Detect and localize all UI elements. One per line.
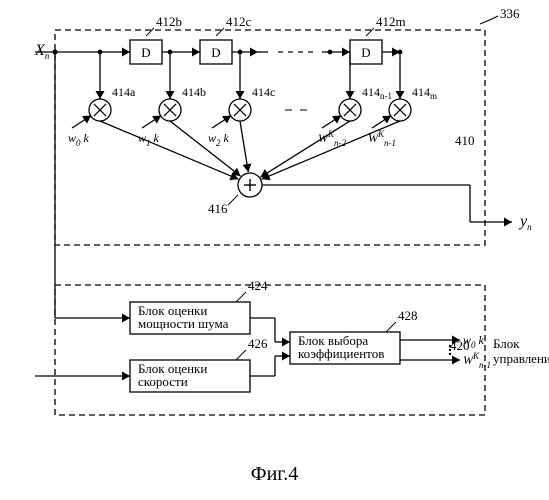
svg-text:412b: 412b (156, 14, 182, 29)
svg-text:WKn-1: WKn-1 (463, 351, 491, 370)
svg-text:414m: 414m (412, 85, 437, 101)
svg-text:D: D (211, 45, 220, 60)
svg-text:Блок: Блок (493, 336, 520, 351)
svg-text:424: 424 (248, 278, 268, 293)
svg-text:w0 k: w0 k (68, 131, 90, 148)
svg-text:D: D (141, 45, 150, 60)
svg-text:412c: 412c (226, 14, 252, 29)
svg-text:426: 426 (248, 336, 268, 351)
svg-text:412m: 412m (376, 14, 406, 29)
svg-text:WKn-1: WKn-1 (368, 129, 396, 148)
lower-box (55, 285, 485, 415)
svg-text:410: 410 (455, 133, 475, 148)
svg-text:414b: 414b (182, 85, 206, 99)
svg-text:416: 416 (208, 201, 228, 216)
svg-text:414c: 414c (252, 85, 275, 99)
svg-text:мощности шума: мощности шума (138, 316, 229, 331)
svg-text:414a: 414a (112, 85, 136, 99)
svg-text:yn: yn (518, 213, 532, 232)
svg-text:414n-1: 414n-1 (362, 85, 392, 101)
svg-text:w2 k: w2 k (208, 131, 230, 148)
svg-text:коэффициентов: коэффициентов (298, 346, 384, 361)
upper-box (55, 30, 485, 245)
svg-text:336: 336 (500, 6, 520, 21)
svg-text:скорости: скорости (138, 374, 188, 389)
svg-text:Фиг.4: Фиг.4 (251, 463, 298, 485)
svg-text:управления: управления (493, 351, 549, 366)
svg-text:428: 428 (398, 308, 418, 323)
svg-text:D: D (361, 45, 370, 60)
svg-text:w1 k: w1 k (138, 131, 160, 148)
